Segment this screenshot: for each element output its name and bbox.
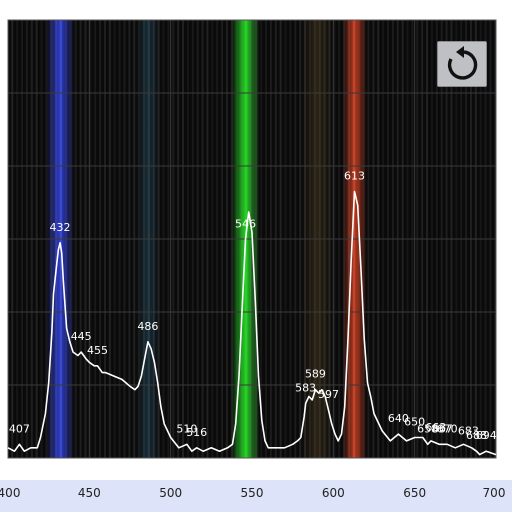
peak-label: 432: [50, 221, 71, 234]
peak-label: 445: [71, 330, 92, 343]
spectrum-trace: [7, 190, 497, 456]
peak-label: 516: [186, 426, 207, 439]
peak-label: 613: [344, 170, 365, 183]
x-tick-label: 600: [321, 486, 345, 500]
x-tick-label: 450: [77, 486, 101, 500]
peak-label: 667: [432, 422, 453, 435]
peak-label: 597: [318, 388, 339, 401]
x-tick-label: 550: [240, 486, 264, 500]
peak-label: 546: [235, 217, 256, 230]
peak-label: 486: [137, 320, 158, 333]
peak-label: 683: [458, 424, 479, 437]
peak-label: 688: [466, 429, 487, 442]
peak-label: 589: [305, 368, 326, 381]
peak-label: 583: [295, 381, 316, 394]
peak-label: 650: [404, 416, 425, 429]
peak-label: 663: [425, 421, 446, 434]
peak-label: 407: [9, 422, 30, 435]
x-axis-bar: [0, 480, 512, 512]
peak-label: 455: [87, 344, 108, 357]
peak-label: 670: [437, 422, 458, 435]
peak-label: 658: [417, 422, 438, 435]
reset-button[interactable]: [437, 41, 487, 87]
peak-label: 694: [476, 429, 497, 442]
x-tick-label: 400: [0, 486, 21, 500]
x-tick-label: 500: [159, 486, 183, 500]
plot-frame: [7, 19, 497, 459]
x-tick-label: 650: [403, 486, 427, 500]
peak-label: 510: [176, 422, 197, 435]
refresh-icon: [447, 46, 478, 80]
x-tick-label: 700: [482, 486, 506, 500]
peak-label: 640: [388, 412, 409, 425]
spectrum-chart: 4074324454554865105165465835895976136406…: [7, 19, 497, 459]
